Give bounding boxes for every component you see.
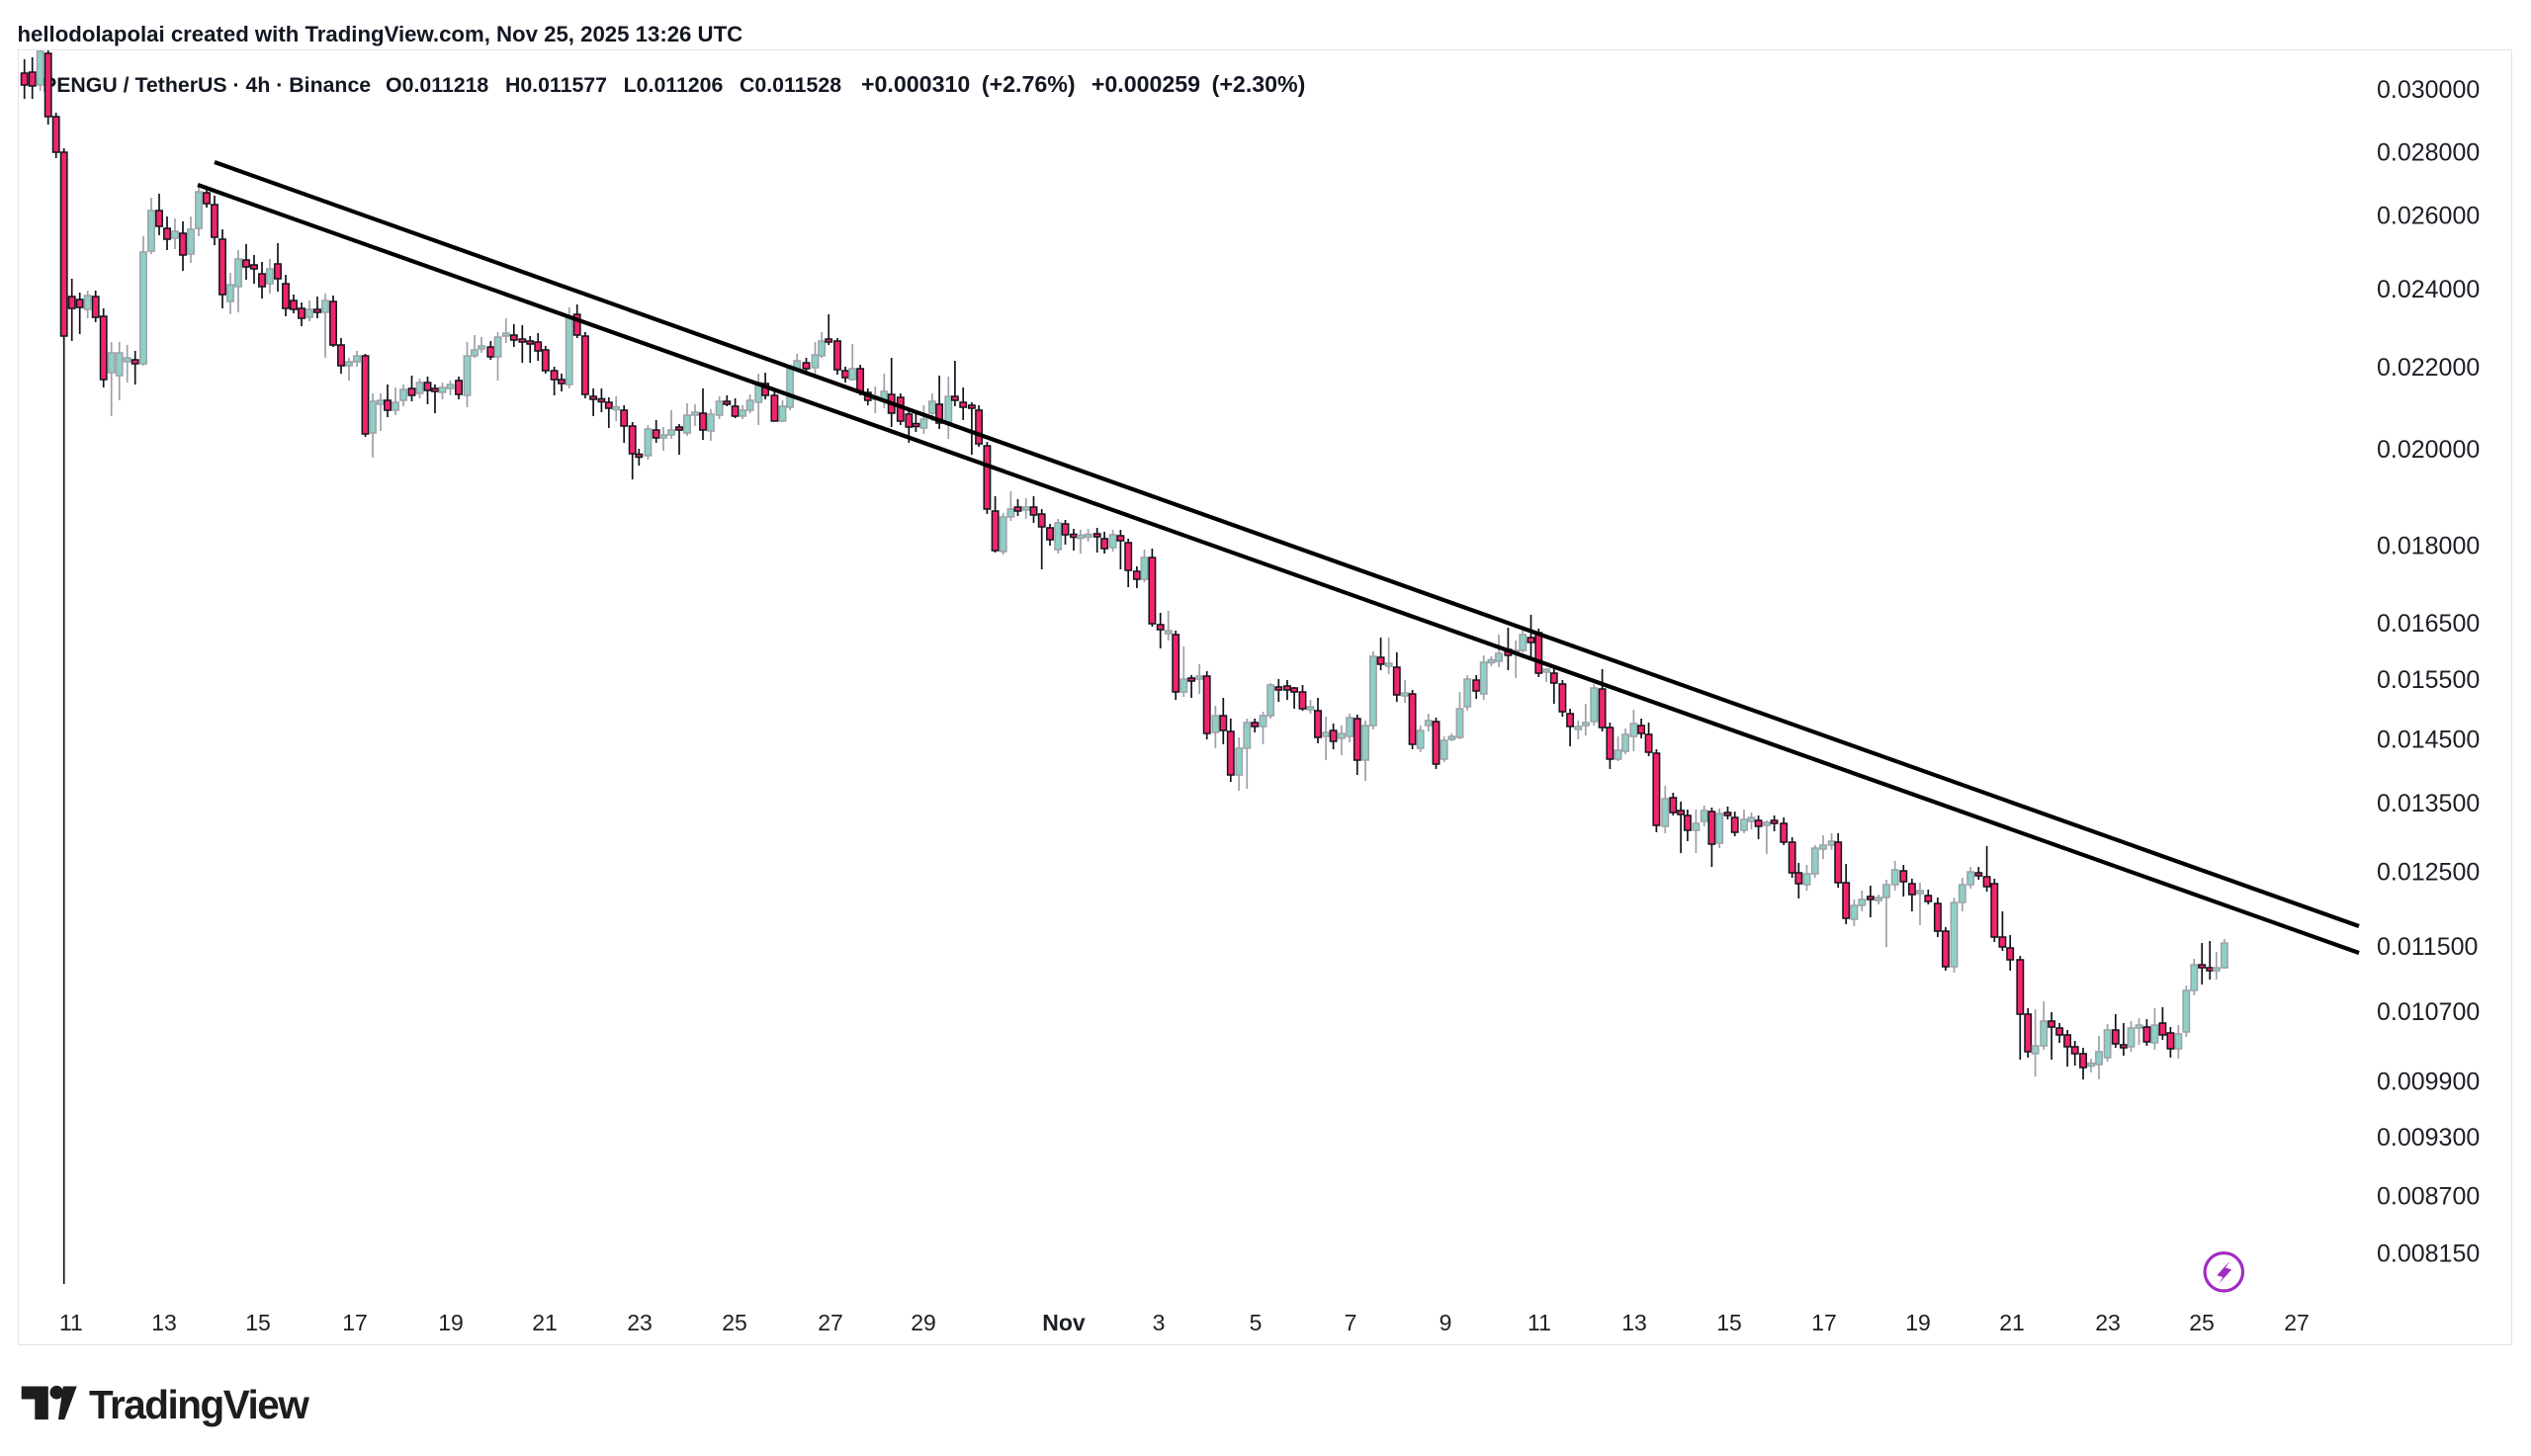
svg-text:17: 17	[342, 1310, 368, 1335]
svg-text:0.015500: 0.015500	[2377, 666, 2480, 694]
svg-text:0.009300: 0.009300	[2377, 1124, 2480, 1152]
svg-text:0.008150: 0.008150	[2377, 1241, 2480, 1268]
svg-text:PENGU / TetherUS · 4h · Binanc: PENGU / TetherUS · 4h · Binance O0.01121…	[43, 73, 841, 97]
svg-text:25: 25	[2189, 1310, 2215, 1335]
svg-text:0.013500: 0.013500	[2377, 790, 2480, 817]
svg-text:19: 19	[438, 1310, 464, 1335]
svg-text:15: 15	[245, 1310, 271, 1335]
svg-text:3: 3	[1153, 1310, 1166, 1335]
svg-text:+0.000310 (+2.76%) +0.000259: +0.000310 (+2.76%) +0.000259 (+2.30%)	[861, 71, 1305, 97]
svg-text:0.028000: 0.028000	[2377, 138, 2480, 166]
svg-text:13: 13	[151, 1310, 177, 1335]
svg-text:21: 21	[1999, 1310, 2025, 1335]
svg-text:13: 13	[1621, 1310, 1647, 1335]
svg-text:0.024000: 0.024000	[2377, 276, 2480, 303]
svg-text:5: 5	[1250, 1310, 1263, 1335]
svg-text:9: 9	[1440, 1310, 1452, 1335]
svg-text:0.016500: 0.016500	[2377, 610, 2480, 638]
svg-text:11: 11	[1527, 1310, 1551, 1335]
svg-text:23: 23	[2095, 1310, 2121, 1335]
svg-text:19: 19	[1905, 1310, 1931, 1335]
svg-text:23: 23	[627, 1310, 653, 1335]
svg-text:0.011500: 0.011500	[2377, 933, 2478, 961]
svg-text:Nov: Nov	[1042, 1310, 1086, 1335]
svg-text:29: 29	[911, 1310, 936, 1335]
svg-text:0.012500: 0.012500	[2377, 859, 2480, 887]
svg-text:0.022000: 0.022000	[2377, 354, 2480, 382]
svg-text:0.009900: 0.009900	[2377, 1069, 2480, 1096]
svg-text:0.010700: 0.010700	[2377, 998, 2480, 1026]
svg-text:0.026000: 0.026000	[2377, 203, 2480, 230]
svg-text:0.030000: 0.030000	[2377, 76, 2480, 104]
svg-text:25: 25	[722, 1310, 747, 1335]
svg-text:0.020000: 0.020000	[2377, 436, 2480, 464]
svg-text:27: 27	[818, 1310, 843, 1335]
svg-text:TradingView: TradingView	[89, 1382, 309, 1427]
svg-text:11: 11	[59, 1310, 83, 1335]
svg-text:27: 27	[2284, 1310, 2310, 1335]
svg-text:17: 17	[1811, 1310, 1837, 1335]
svg-text:7: 7	[1345, 1310, 1357, 1335]
svg-text:15: 15	[1716, 1310, 1742, 1335]
svg-text:21: 21	[532, 1310, 558, 1335]
svg-text:0.008700: 0.008700	[2377, 1183, 2480, 1211]
svg-text:0.018000: 0.018000	[2377, 533, 2480, 560]
svg-text:0.014500: 0.014500	[2377, 727, 2480, 754]
svg-text:hellodolapolai created with Tr: hellodolapolai created with TradingView.…	[18, 22, 743, 46]
